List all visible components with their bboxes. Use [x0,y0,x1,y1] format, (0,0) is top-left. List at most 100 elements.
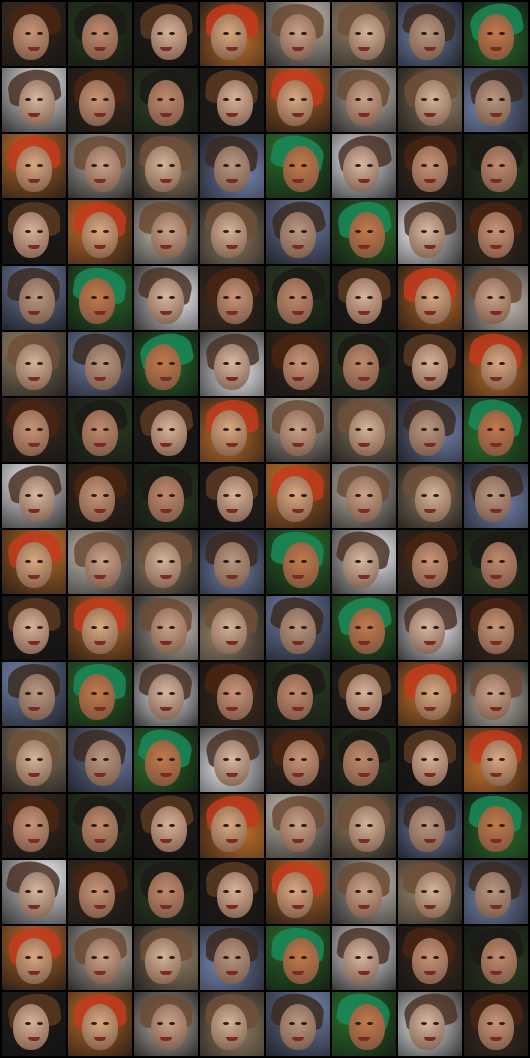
face-thumbnail [398,266,462,330]
left-eye [487,362,493,365]
face-shape [85,542,121,588]
left-eye [91,560,97,563]
right-eye [367,164,373,167]
left-eye [91,824,97,827]
face-thumbnail [200,398,264,462]
face-thumbnail [266,728,330,792]
right-eye [301,560,307,563]
left-eye [355,32,361,35]
face-shape [409,806,445,852]
right-eye [433,692,439,695]
right-eye [301,428,307,431]
face-shape [478,410,514,456]
face-thumbnail [464,860,528,924]
face-thumbnail [134,662,198,726]
right-eye [499,98,505,101]
face-thumbnail [200,860,264,924]
right-eye [301,824,307,827]
face-thumbnail [134,398,198,462]
face-thumbnail [68,662,132,726]
face-thumbnail [464,464,528,528]
left-eye [289,230,295,233]
face-thumbnail [398,332,462,396]
face-thumbnail [398,530,462,594]
face-thumbnail [266,398,330,462]
right-eye [103,32,109,35]
right-eye [433,98,439,101]
right-eye [367,362,373,365]
face-shape [412,938,448,984]
face-thumbnail [134,266,198,330]
face-shape [19,278,55,324]
left-eye [421,1022,427,1025]
face-shape [82,608,118,654]
right-eye [301,296,307,299]
face-shape [211,806,247,852]
face-thumbnail [398,2,462,66]
face-thumbnail [200,662,264,726]
left-eye [487,494,493,497]
face-shape [346,278,382,324]
face-shape [85,740,121,786]
face-thumbnail [332,728,396,792]
face-shape [211,410,247,456]
face-thumbnail [200,926,264,990]
left-eye [223,98,229,101]
right-eye [499,164,505,167]
left-eye [91,758,97,761]
face-shape [19,674,55,720]
face-shape [481,542,517,588]
face-shape [79,674,115,720]
right-eye [169,956,175,959]
left-eye [487,956,493,959]
face-shape [151,212,187,258]
face-shape [343,938,379,984]
face-shape [346,80,382,126]
right-eye [235,296,241,299]
face-thumbnail [200,68,264,132]
face-thumbnail [332,398,396,462]
face-thumbnail [464,134,528,198]
face-thumbnail [464,728,528,792]
face-shape [481,344,517,390]
face-thumbnail [68,398,132,462]
left-eye [223,692,229,695]
right-eye [37,956,43,959]
left-eye [355,758,361,761]
face-shape [214,542,250,588]
right-eye [499,494,505,497]
right-eye [103,956,109,959]
face-shape [145,344,181,390]
right-eye [37,626,43,629]
right-eye [433,890,439,893]
right-eye [37,98,43,101]
left-eye [157,296,163,299]
face-thumbnail [68,464,132,528]
face-shape [214,740,250,786]
face-thumbnail [134,464,198,528]
face-thumbnail [134,794,198,858]
face-shape [475,674,511,720]
face-thumbnail [200,992,264,1056]
right-eye [103,692,109,695]
left-eye [487,428,493,431]
left-eye [289,758,295,761]
face-thumbnail [134,992,198,1056]
right-eye [367,98,373,101]
right-eye [103,362,109,365]
left-eye [289,164,295,167]
face-thumbnail [332,68,396,132]
face-shape [145,938,181,984]
face-thumbnail [266,926,330,990]
face-thumbnail [2,266,66,330]
right-eye [37,824,43,827]
left-eye [487,626,493,629]
face-shape [13,806,49,852]
left-eye [355,428,361,431]
right-eye [433,164,439,167]
left-eye [157,626,163,629]
left-eye [487,32,493,35]
right-eye [433,362,439,365]
face-shape [151,806,187,852]
left-eye [355,164,361,167]
